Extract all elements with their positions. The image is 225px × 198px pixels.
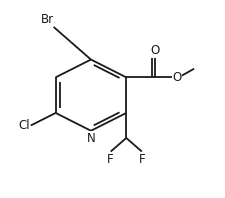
Text: Cl: Cl — [18, 119, 29, 132]
Text: O: O — [150, 44, 159, 57]
Text: Br: Br — [40, 13, 53, 26]
Text: N: N — [86, 132, 95, 145]
Text: O: O — [172, 71, 181, 84]
Text: F: F — [107, 152, 113, 166]
Text: F: F — [138, 152, 144, 166]
